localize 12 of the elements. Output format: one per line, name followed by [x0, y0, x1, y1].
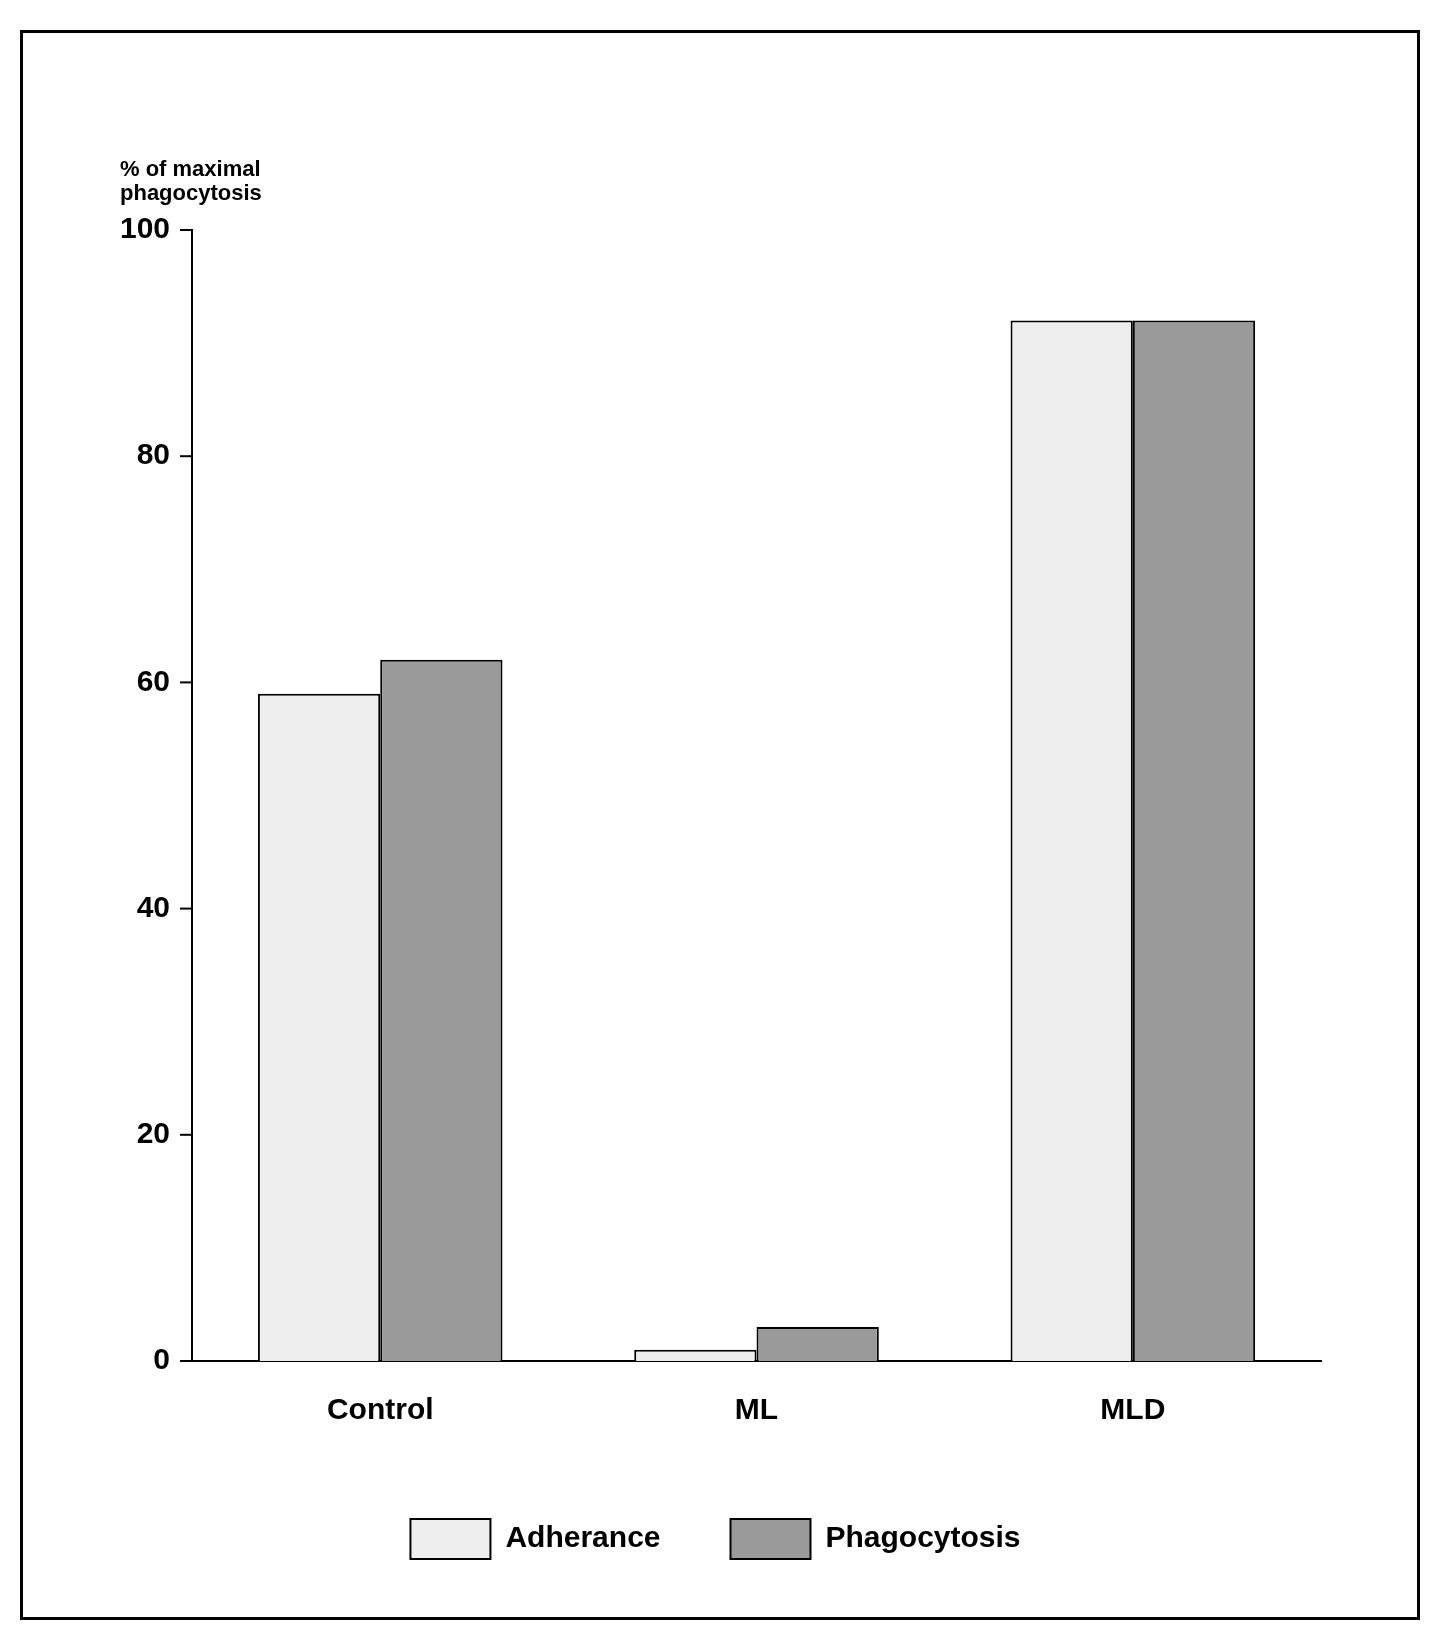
legend-label: Adherance	[505, 1520, 661, 1554]
x-tick-label: MLD	[1100, 1392, 1166, 1426]
y-tick-label: 80	[136, 437, 171, 471]
y-tick-label: 40	[136, 889, 171, 923]
legend-label: Phagocytosis	[825, 1520, 1021, 1554]
y-axis-title: % of maximal phagocytosis	[120, 156, 262, 206]
y-tick-label: 60	[136, 663, 171, 697]
y-tick-label: 0	[153, 1342, 171, 1376]
y-tick-label: 100	[119, 211, 171, 245]
y-tick-label: 20	[136, 1116, 171, 1150]
x-tick-label: Control	[326, 1392, 434, 1426]
x-tick-label: ML	[734, 1392, 779, 1426]
